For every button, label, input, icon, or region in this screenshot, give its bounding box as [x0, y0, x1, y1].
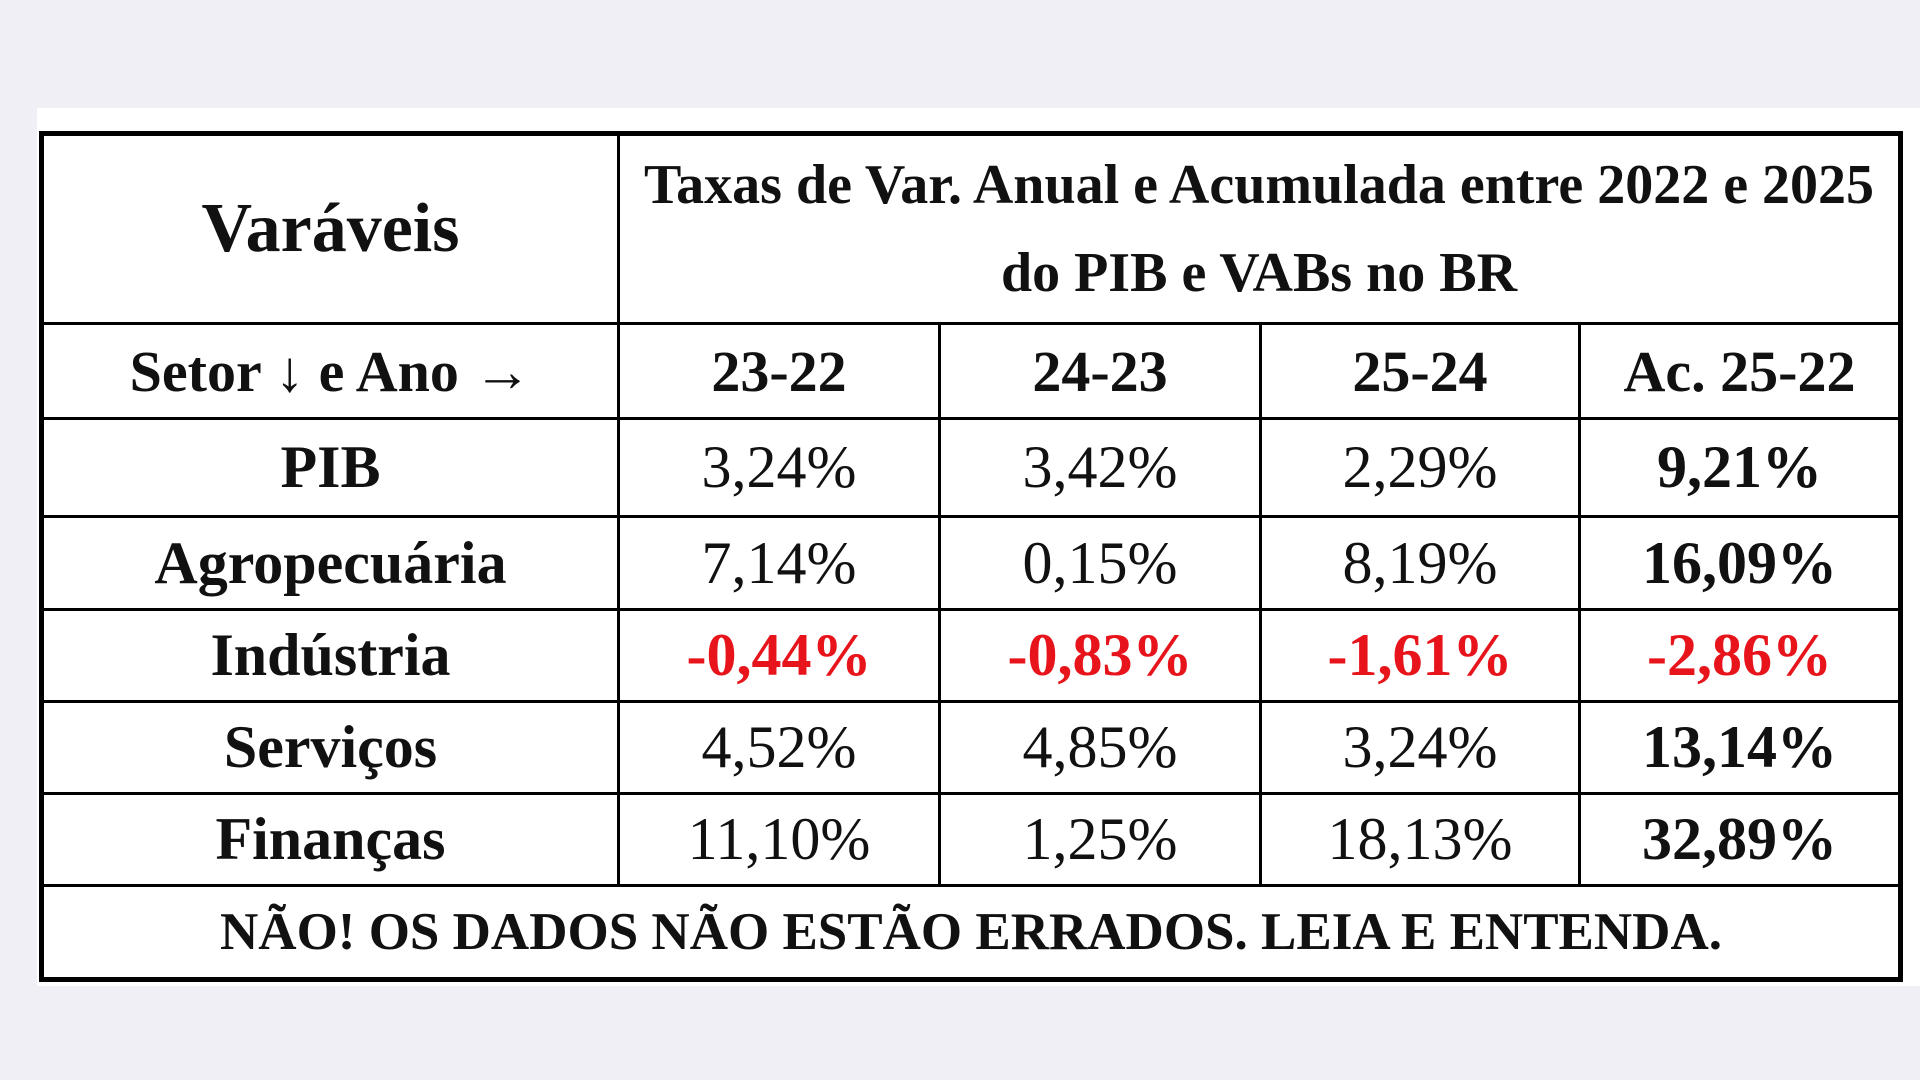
table-body: Varáveis Taxas de Var. Anual e Acumulada…	[39, 132, 1903, 981]
data-row: PIB 3,24% 3,42% 2,29% 9,21%	[40, 417, 1903, 518]
value-cell: 4,85%	[938, 700, 1262, 795]
value-cell: 8,19%	[1259, 515, 1581, 611]
value-cell: -0,44%	[617, 608, 941, 703]
value-cell: 11,10%	[617, 792, 941, 887]
value-cell: 32,89%	[1577, 792, 1903, 887]
value-cell: 3,24%	[1259, 700, 1581, 795]
column-header: Ac. 25-22	[1577, 322, 1903, 420]
value-cell: 2,29%	[1259, 417, 1581, 518]
column-header: Setor ↓ e Ano →	[40, 322, 620, 420]
row-label: PIB	[40, 417, 620, 518]
value-cell: -0,83%	[938, 608, 1262, 703]
data-row: Serviços 4,52% 4,85% 3,24% 13,14%	[40, 700, 1903, 795]
footer-note: NÃO! OS DADOS NÃO ESTÃO ERRADOS. LEIA E …	[39, 884, 1903, 981]
row-label: Finanças	[40, 792, 620, 887]
column-header: 25-24	[1259, 322, 1581, 420]
footer-row: NÃO! OS DADOS NÃO ESTÃO ERRADOS. LEIA E …	[39, 884, 1903, 981]
row-label: Agropecuária	[40, 515, 620, 611]
row-label: Indústria	[40, 608, 620, 703]
data-table: Varáveis Taxas de Var. Anual e Acumulada…	[39, 131, 1904, 982]
value-cell: 4,52%	[617, 700, 941, 795]
value-cell: 7,14%	[617, 515, 941, 611]
table-title: Varáveis	[40, 132, 620, 325]
data-row: Agropecuária 7,14% 0,15% 8,19% 16,09%	[40, 515, 1903, 611]
row-label: Serviços	[40, 700, 620, 795]
title-row: Varáveis Taxas de Var. Anual e Acumulada…	[40, 132, 1903, 325]
value-cell: 1,25%	[938, 792, 1262, 887]
value-cell: 18,13%	[1259, 792, 1581, 887]
value-cell: 3,24%	[617, 417, 941, 518]
value-cell: 0,15%	[938, 515, 1262, 611]
value-cell: 16,09%	[1577, 515, 1903, 611]
column-header: 23-22	[617, 322, 941, 420]
value-cell: 3,42%	[938, 417, 1262, 518]
value-cell: 9,21%	[1577, 417, 1903, 518]
column-header: 24-23	[938, 322, 1262, 420]
value-cell: 13,14%	[1577, 700, 1903, 795]
data-row: Finanças 11,10% 1,25% 18,13% 32,89%	[40, 792, 1903, 887]
value-cell: -2,86%	[1577, 608, 1903, 703]
value-cell: -1,61%	[1259, 608, 1581, 703]
header-row: Setor ↓ e Ano → 23-22 24-23 25-24 Ac. 25-22	[40, 322, 1903, 420]
data-row: Indústria -0,44% -0,83% -1,61% -2,86%	[40, 608, 1903, 703]
table-subtitle: Taxas de Var. Anual e Acumulada entre 20…	[616, 132, 1903, 325]
